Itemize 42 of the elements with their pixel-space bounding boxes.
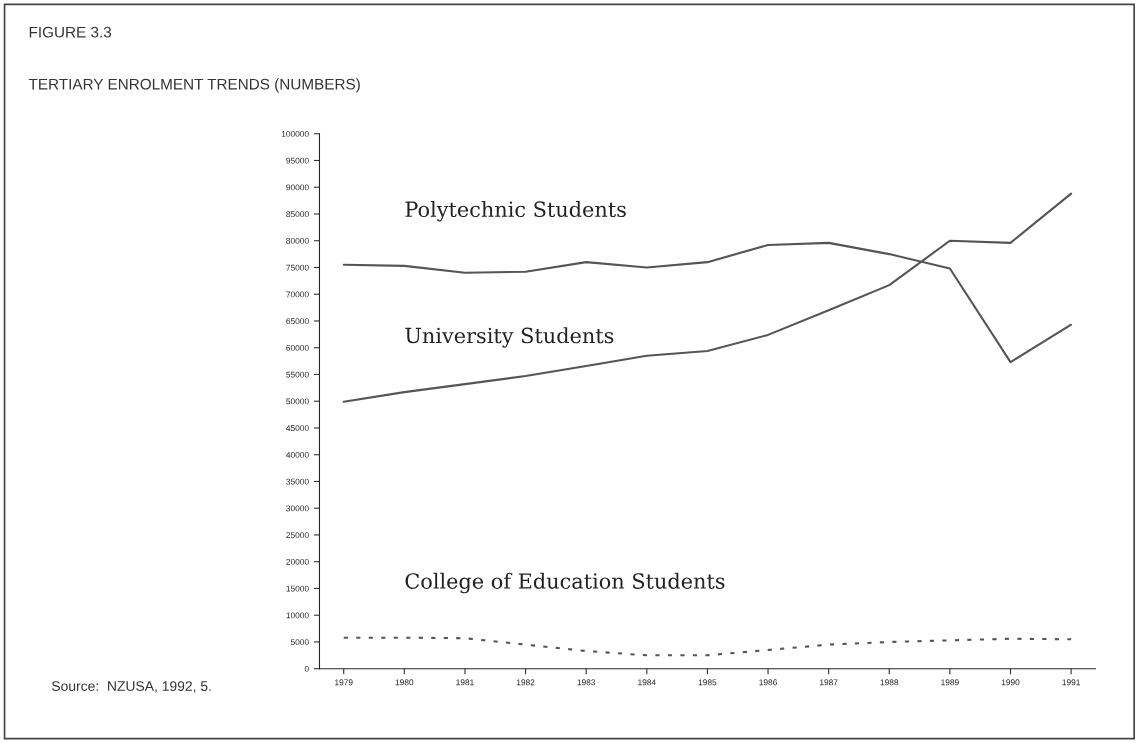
y-tick-label: 80000 <box>286 237 309 244</box>
source-note: Source: NZUSA, 1992, 5. <box>51 681 211 693</box>
y-tick-label: 30000 <box>286 505 309 512</box>
y-tick-label: 95000 <box>286 157 309 164</box>
x-tick-label: 1982 <box>516 679 535 686</box>
y-tick-label: 100000 <box>281 130 309 137</box>
text: FIGURE 3.3 <box>29 26 112 38</box>
text: TERTIARY ENROLMENT TRENDS (NUMBERS) <box>28 78 360 93</box>
y-tick-label: 20000 <box>286 558 309 565</box>
y-tick-label: 85000 <box>286 211 309 218</box>
y-tick-label: 25000 <box>286 532 309 539</box>
x-tick-label: 1990 <box>1001 679 1020 686</box>
x-tick-label: 1987 <box>820 679 838 686</box>
x-tick-label: 1988 <box>880 679 899 686</box>
y-tick-label: 50000 <box>286 398 309 405</box>
line-series <box>342 192 1073 403</box>
y-tick-label: 75000 <box>286 264 309 271</box>
y-tick-label: 65000 <box>286 318 309 325</box>
y-tick-label: 55000 <box>286 371 309 378</box>
y-tick-label: 40000 <box>286 451 309 458</box>
line-series <box>342 636 1073 657</box>
x-tick-label: 1981 <box>456 679 474 686</box>
y-tick-label: 90000 <box>286 184 309 191</box>
x-tick-label: 1983 <box>577 679 596 686</box>
x-tick-label: 1980 <box>395 679 414 686</box>
x-tick-label: 1989 <box>941 679 959 686</box>
y-tick-label: 0 <box>304 665 309 672</box>
y-tick-label: 60000 <box>286 344 309 351</box>
series-label: University Students <box>405 327 614 348</box>
y-tick-label: 5000 <box>290 639 309 646</box>
y-tick-label: 35000 <box>286 478 309 485</box>
y-tick-label: 10000 <box>286 612 309 619</box>
x-tick-label: 1986 <box>759 679 777 686</box>
y-tick-label: 15000 <box>286 585 309 592</box>
x-tick-label: 1985 <box>698 679 717 686</box>
y-tick-label: 45000 <box>286 425 309 432</box>
x-tick-label: 1991 <box>1062 679 1080 686</box>
y-tick-label: 70000 <box>286 291 309 298</box>
x-tick-label: 1984 <box>638 679 656 686</box>
x-tick-label: 1979 <box>335 679 353 686</box>
text: College of Education Students <box>405 572 725 594</box>
text: Polytechnic Students <box>405 200 626 222</box>
